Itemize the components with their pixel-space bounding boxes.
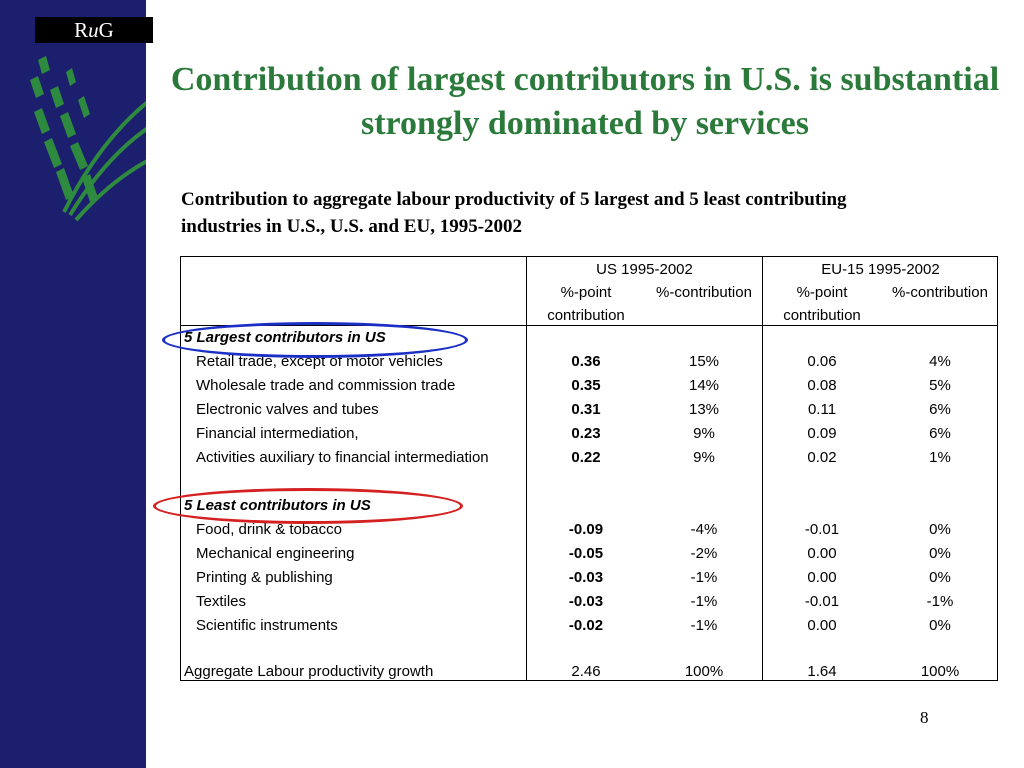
us-group-header: US 1995-2002 bbox=[596, 261, 693, 278]
eu-pct-point: 0.08 bbox=[807, 377, 837, 394]
header-divider bbox=[181, 325, 997, 326]
us-contribution-header: contribution bbox=[547, 307, 625, 324]
eu-pct-contribution: 1% bbox=[929, 449, 951, 466]
us-pct-contribution: 9% bbox=[693, 425, 715, 442]
us-pct-contribution: 100% bbox=[684, 663, 724, 680]
eu-pct-point: -0.01 bbox=[804, 593, 840, 610]
eu-pct-point: 0.11 bbox=[807, 401, 837, 418]
page-number: 8 bbox=[920, 708, 929, 727]
eu-pct-point: 0.02 bbox=[807, 449, 837, 466]
us-pct-contribution: -2% bbox=[690, 545, 718, 562]
eu-pct-contribution-header: %-contribution bbox=[892, 284, 988, 301]
eu-pct-contribution: 5% bbox=[929, 377, 951, 394]
us-pct-point-header: %-point bbox=[560, 284, 612, 301]
us-pct-contribution: -4% bbox=[690, 521, 718, 538]
table-caption: Contribution to aggregate labour product… bbox=[181, 189, 847, 237]
eu-pct-contribution: 0% bbox=[929, 617, 951, 634]
eu-pct-contribution: 0% bbox=[929, 569, 951, 586]
industry-name: Electronic valves and tubes bbox=[196, 401, 379, 418]
red-highlight-ellipse bbox=[153, 488, 463, 524]
eu-pct-contribution: 100% bbox=[920, 663, 960, 680]
column-divider bbox=[526, 257, 527, 680]
wheat-leaf-icon bbox=[30, 56, 146, 222]
us-pct-point: 0.35 bbox=[571, 377, 601, 394]
eu-pct-point-header: %-point bbox=[796, 284, 848, 301]
eu-pct-contribution: 0% bbox=[929, 545, 951, 562]
page-title: Contribution of largest contributors in … bbox=[170, 61, 1000, 142]
blue-highlight-ellipse bbox=[162, 322, 468, 358]
eu-pct-point: 0.09 bbox=[807, 425, 837, 442]
rug-logo: RuG bbox=[35, 17, 153, 43]
eu-contribution-header: contribution bbox=[783, 307, 861, 324]
eu-pct-point: 0.00 bbox=[807, 569, 837, 586]
us-pct-contribution-header: %-contribution bbox=[656, 284, 752, 301]
sidebar bbox=[0, 0, 146, 768]
us-pct-point: 0.23 bbox=[571, 425, 601, 442]
eu-pct-point: 0.00 bbox=[807, 617, 837, 634]
us-pct-point: 2.46 bbox=[571, 663, 601, 680]
us-pct-point: -0.02 bbox=[568, 617, 604, 634]
industry-name: Activities auxiliary to financial interm… bbox=[196, 449, 489, 466]
productivity-table: US 1995-2002 EU-15 1995-2002 %-point con… bbox=[180, 256, 998, 681]
us-pct-point: 0.22 bbox=[571, 449, 601, 466]
industry-name: Retail trade, except of motor vehicles bbox=[196, 353, 443, 370]
eu-pct-contribution: 0% bbox=[929, 521, 951, 538]
industry-name: Textiles bbox=[196, 593, 247, 610]
eu-pct-contribution: 6% bbox=[929, 425, 951, 442]
us-pct-point: -0.03 bbox=[568, 593, 604, 610]
us-pct-point: -0.03 bbox=[568, 569, 604, 586]
column-divider bbox=[762, 257, 763, 680]
us-pct-contribution: -1% bbox=[690, 593, 718, 610]
us-pct-point: -0.09 bbox=[568, 521, 604, 538]
eu-pct-contribution: -1% bbox=[926, 593, 954, 610]
industry-name: Aggregate Labour productivity growth bbox=[184, 663, 434, 680]
us-pct-contribution: -1% bbox=[690, 617, 718, 634]
us-pct-contribution: -1% bbox=[690, 569, 718, 586]
eu-pct-contribution: 4% bbox=[929, 353, 951, 370]
eu-pct-point: -0.01 bbox=[804, 521, 840, 538]
us-pct-point: 0.36 bbox=[571, 353, 601, 370]
industry-name: Wholesale trade and commission trade bbox=[196, 377, 456, 394]
us-pct-point: -0.05 bbox=[568, 545, 604, 562]
us-pct-contribution: 14% bbox=[688, 377, 720, 394]
industry-name: Food, drink & tobacco bbox=[196, 521, 342, 538]
eu-pct-point: 1.64 bbox=[807, 663, 837, 680]
industry-name: Financial intermediation, bbox=[196, 425, 359, 442]
us-pct-contribution: 15% bbox=[688, 353, 720, 370]
eu-pct-point: 0.00 bbox=[807, 545, 837, 562]
industry-name: Mechanical engineering bbox=[196, 545, 355, 562]
us-pct-point: 0.31 bbox=[571, 401, 601, 418]
us-pct-contribution: 9% bbox=[693, 449, 715, 466]
eu-pct-point: 0.06 bbox=[807, 353, 837, 370]
eu-group-header: EU-15 1995-2002 bbox=[821, 261, 940, 278]
industry-name: Scientific instruments bbox=[196, 617, 338, 634]
us-pct-contribution: 13% bbox=[688, 401, 720, 418]
eu-pct-contribution: 6% bbox=[929, 401, 951, 418]
industry-name: Printing & publishing bbox=[196, 569, 333, 586]
